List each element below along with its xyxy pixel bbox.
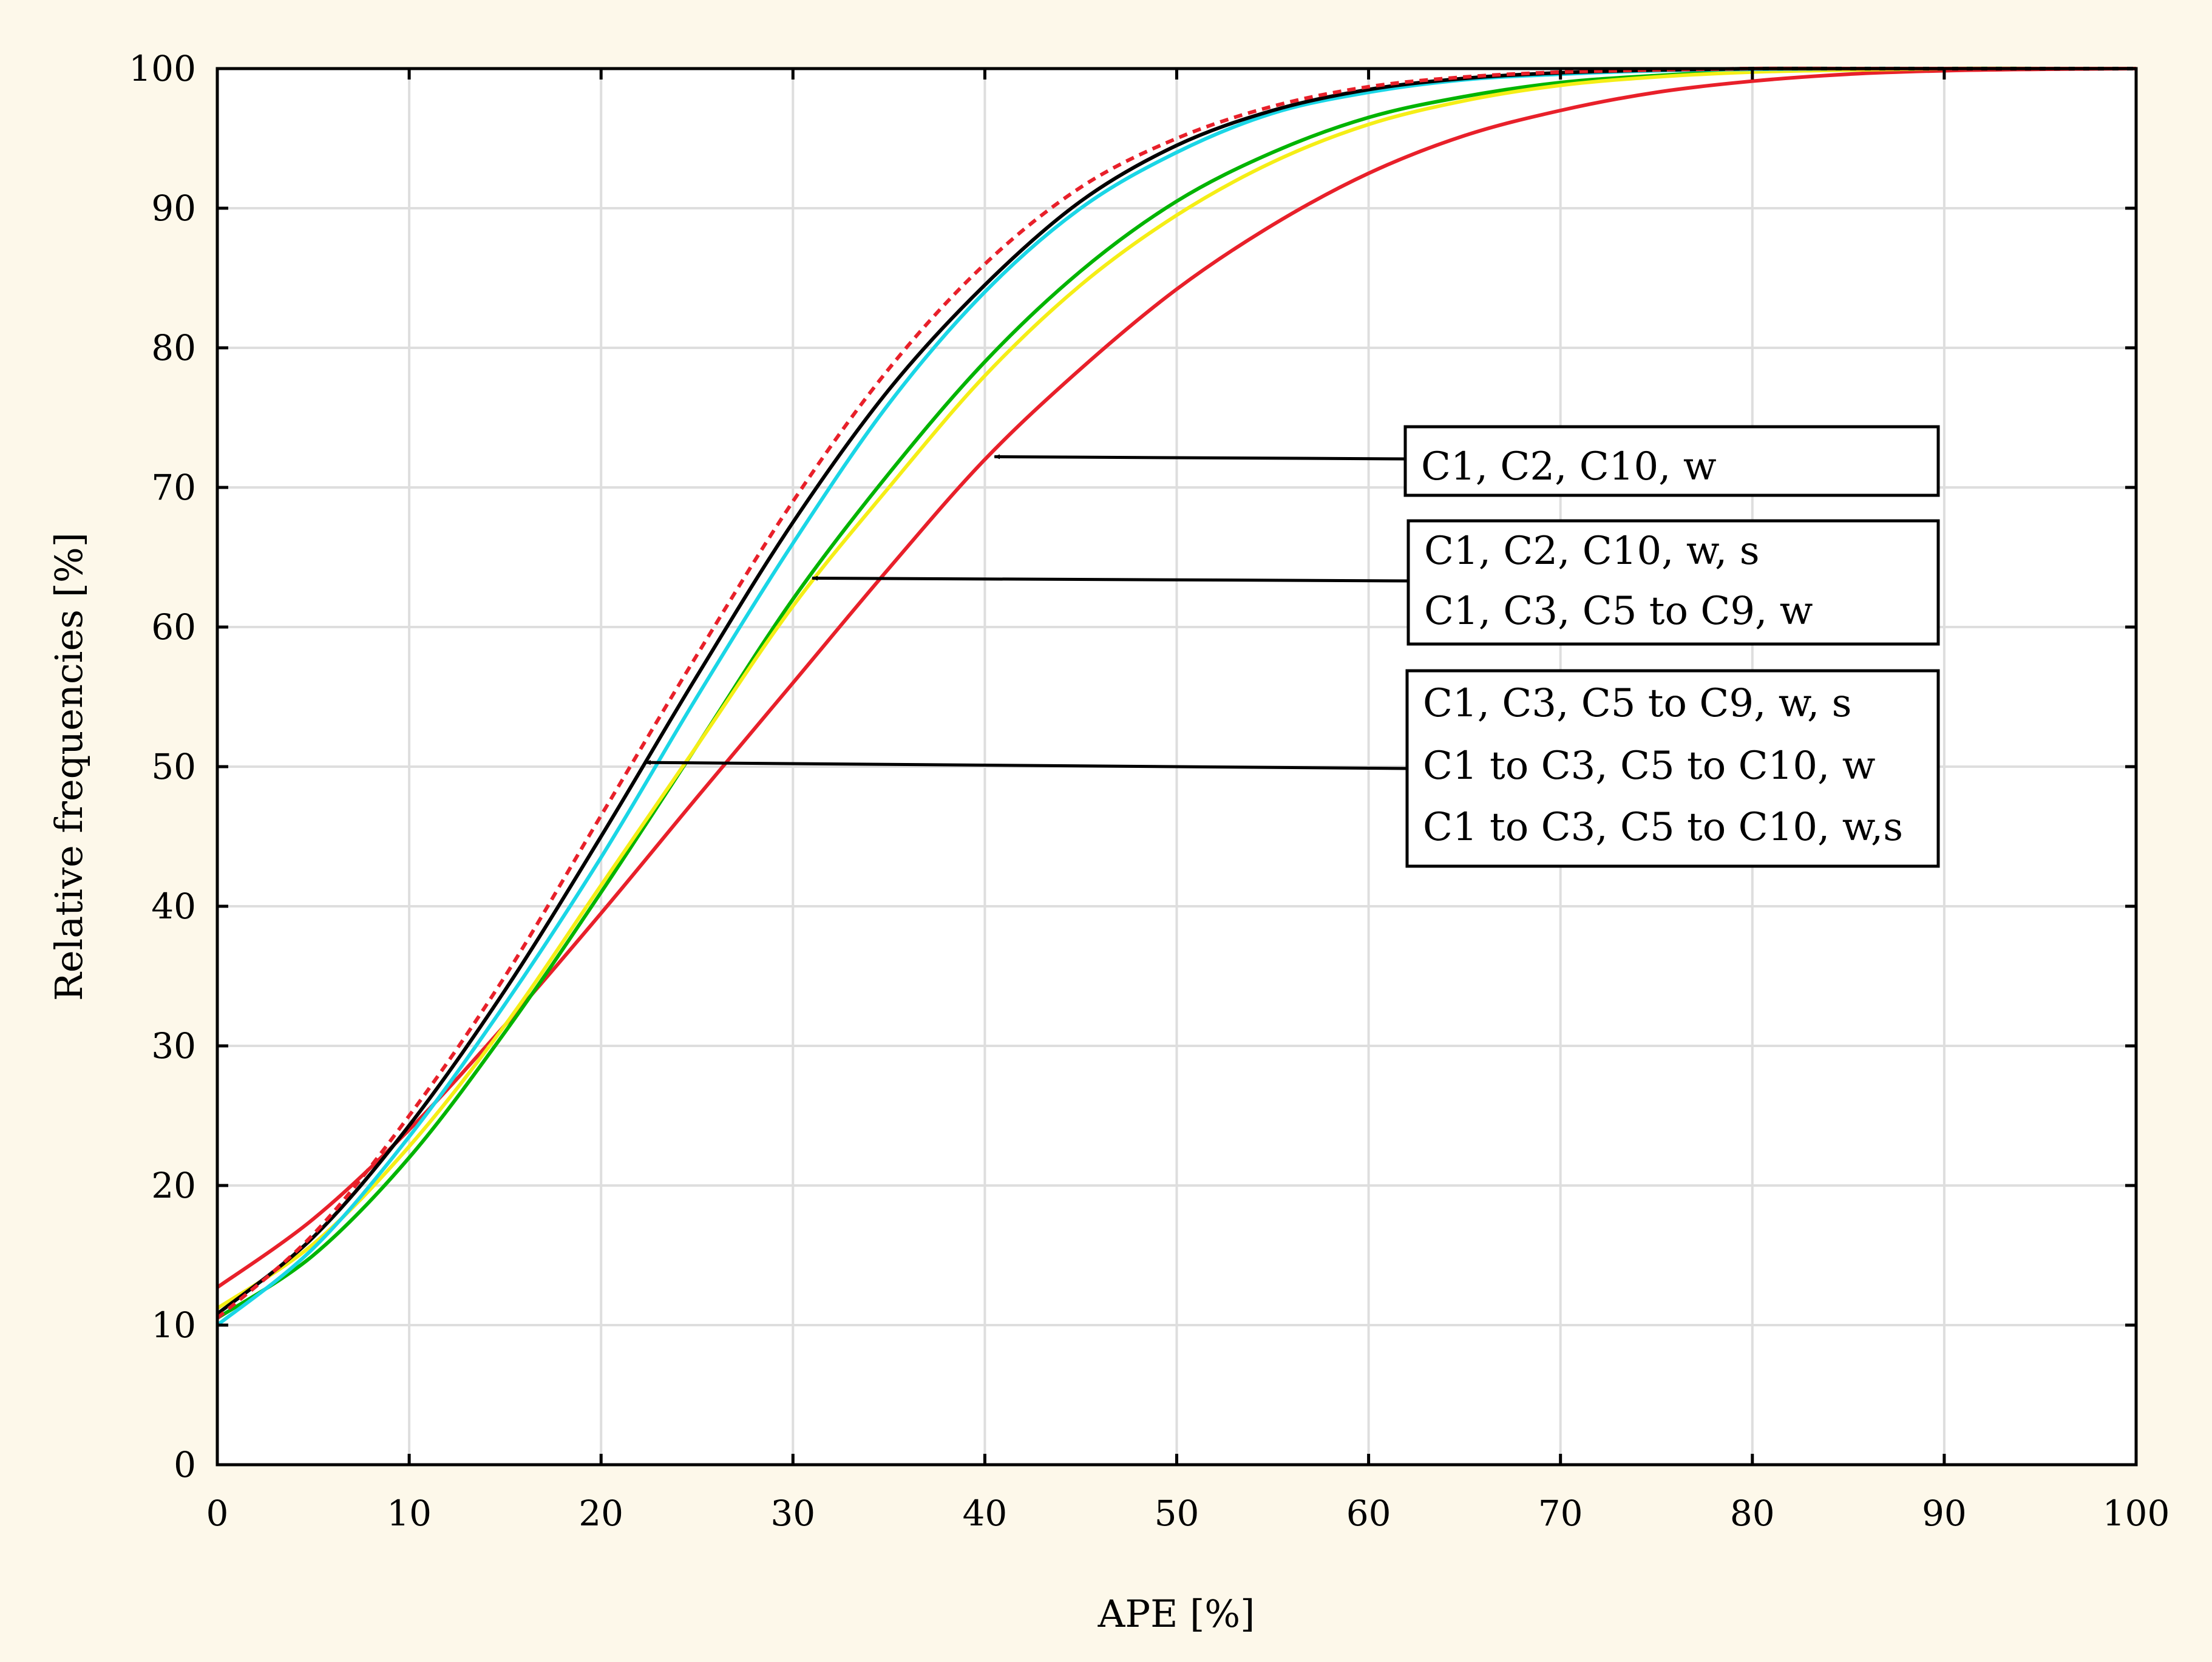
y-tick-labels: 0 10 20 30 40 50 60 70 80 90 100 xyxy=(129,48,196,1485)
annotation-1: C1, C2, C10, w xyxy=(994,425,1940,497)
x-tick-label: 10 xyxy=(387,1493,432,1534)
x-tick-label: 50 xyxy=(1155,1493,1199,1534)
y-tick-label: 10 xyxy=(151,1304,196,1346)
x-tick-label: 90 xyxy=(1922,1493,1967,1534)
y-tick-label: 0 xyxy=(174,1444,196,1485)
annotation-3: C1, C3, C5 to C9, w, s C1 to C3, C5 to C1… xyxy=(644,669,1940,868)
x-tick-label: 60 xyxy=(1346,1493,1391,1534)
y-tick-label: 70 xyxy=(151,467,196,508)
annotation-arrow xyxy=(994,454,1406,461)
x-tick-labels: 0 10 20 30 40 50 60 70 80 90 100 xyxy=(206,1493,2170,1534)
annotation-2: C1, C2, C10, w, s C1, C3, C5 to C9, w xyxy=(811,519,1940,646)
y-tick-label: 100 xyxy=(129,48,196,89)
y-tick-label: 30 xyxy=(151,1025,196,1067)
x-tick-label: 30 xyxy=(770,1493,815,1534)
y-axis-title: Relative frequencies [%] xyxy=(47,532,91,1001)
x-tick-label: 0 xyxy=(206,1493,229,1534)
x-tick-label: 80 xyxy=(1730,1493,1775,1534)
annotation-label: C1, C3, C5 to C9, w xyxy=(1424,589,1813,634)
series-line-3 xyxy=(216,66,2136,1310)
annotation-label: C1, C2, C10, w xyxy=(1421,444,1717,489)
annotation-label: C1, C2, C10, w, s xyxy=(1424,529,1760,574)
annotations: C1, C2, C10, w C1, C2, C10, w, s C1, C3, C… xyxy=(644,425,1940,868)
annotation-arrow xyxy=(644,760,1408,770)
y-tick-label: 50 xyxy=(151,746,196,787)
y-tick-label: 90 xyxy=(151,188,196,229)
annotation-box xyxy=(1405,669,1940,868)
annotation-box xyxy=(1403,425,1940,497)
y-tick-label: 80 xyxy=(151,327,196,368)
x-axis-title: APE [%] xyxy=(1098,1592,1255,1636)
x-tick-label: 20 xyxy=(578,1493,623,1534)
x-tick-label: 100 xyxy=(2103,1493,2170,1534)
y-tick-label: 20 xyxy=(151,1165,196,1206)
annotation-label: C1 to C3, C5 to C10, w,s xyxy=(1423,805,1903,850)
y-tick-label: 60 xyxy=(151,606,196,648)
tick-marks xyxy=(215,67,2138,1467)
x-tick-label: 40 xyxy=(962,1493,1007,1534)
annotation-box xyxy=(1406,519,1940,646)
x-tick-label: 70 xyxy=(1538,1493,1583,1534)
y-tick-label: 40 xyxy=(151,886,196,927)
annotation-label: C1, C3, C5 to C9, w, s xyxy=(1423,681,1851,726)
annotation-arrow xyxy=(811,575,1409,583)
annotation-label: C1 to C3, C5 to C10, w xyxy=(1423,744,1876,789)
